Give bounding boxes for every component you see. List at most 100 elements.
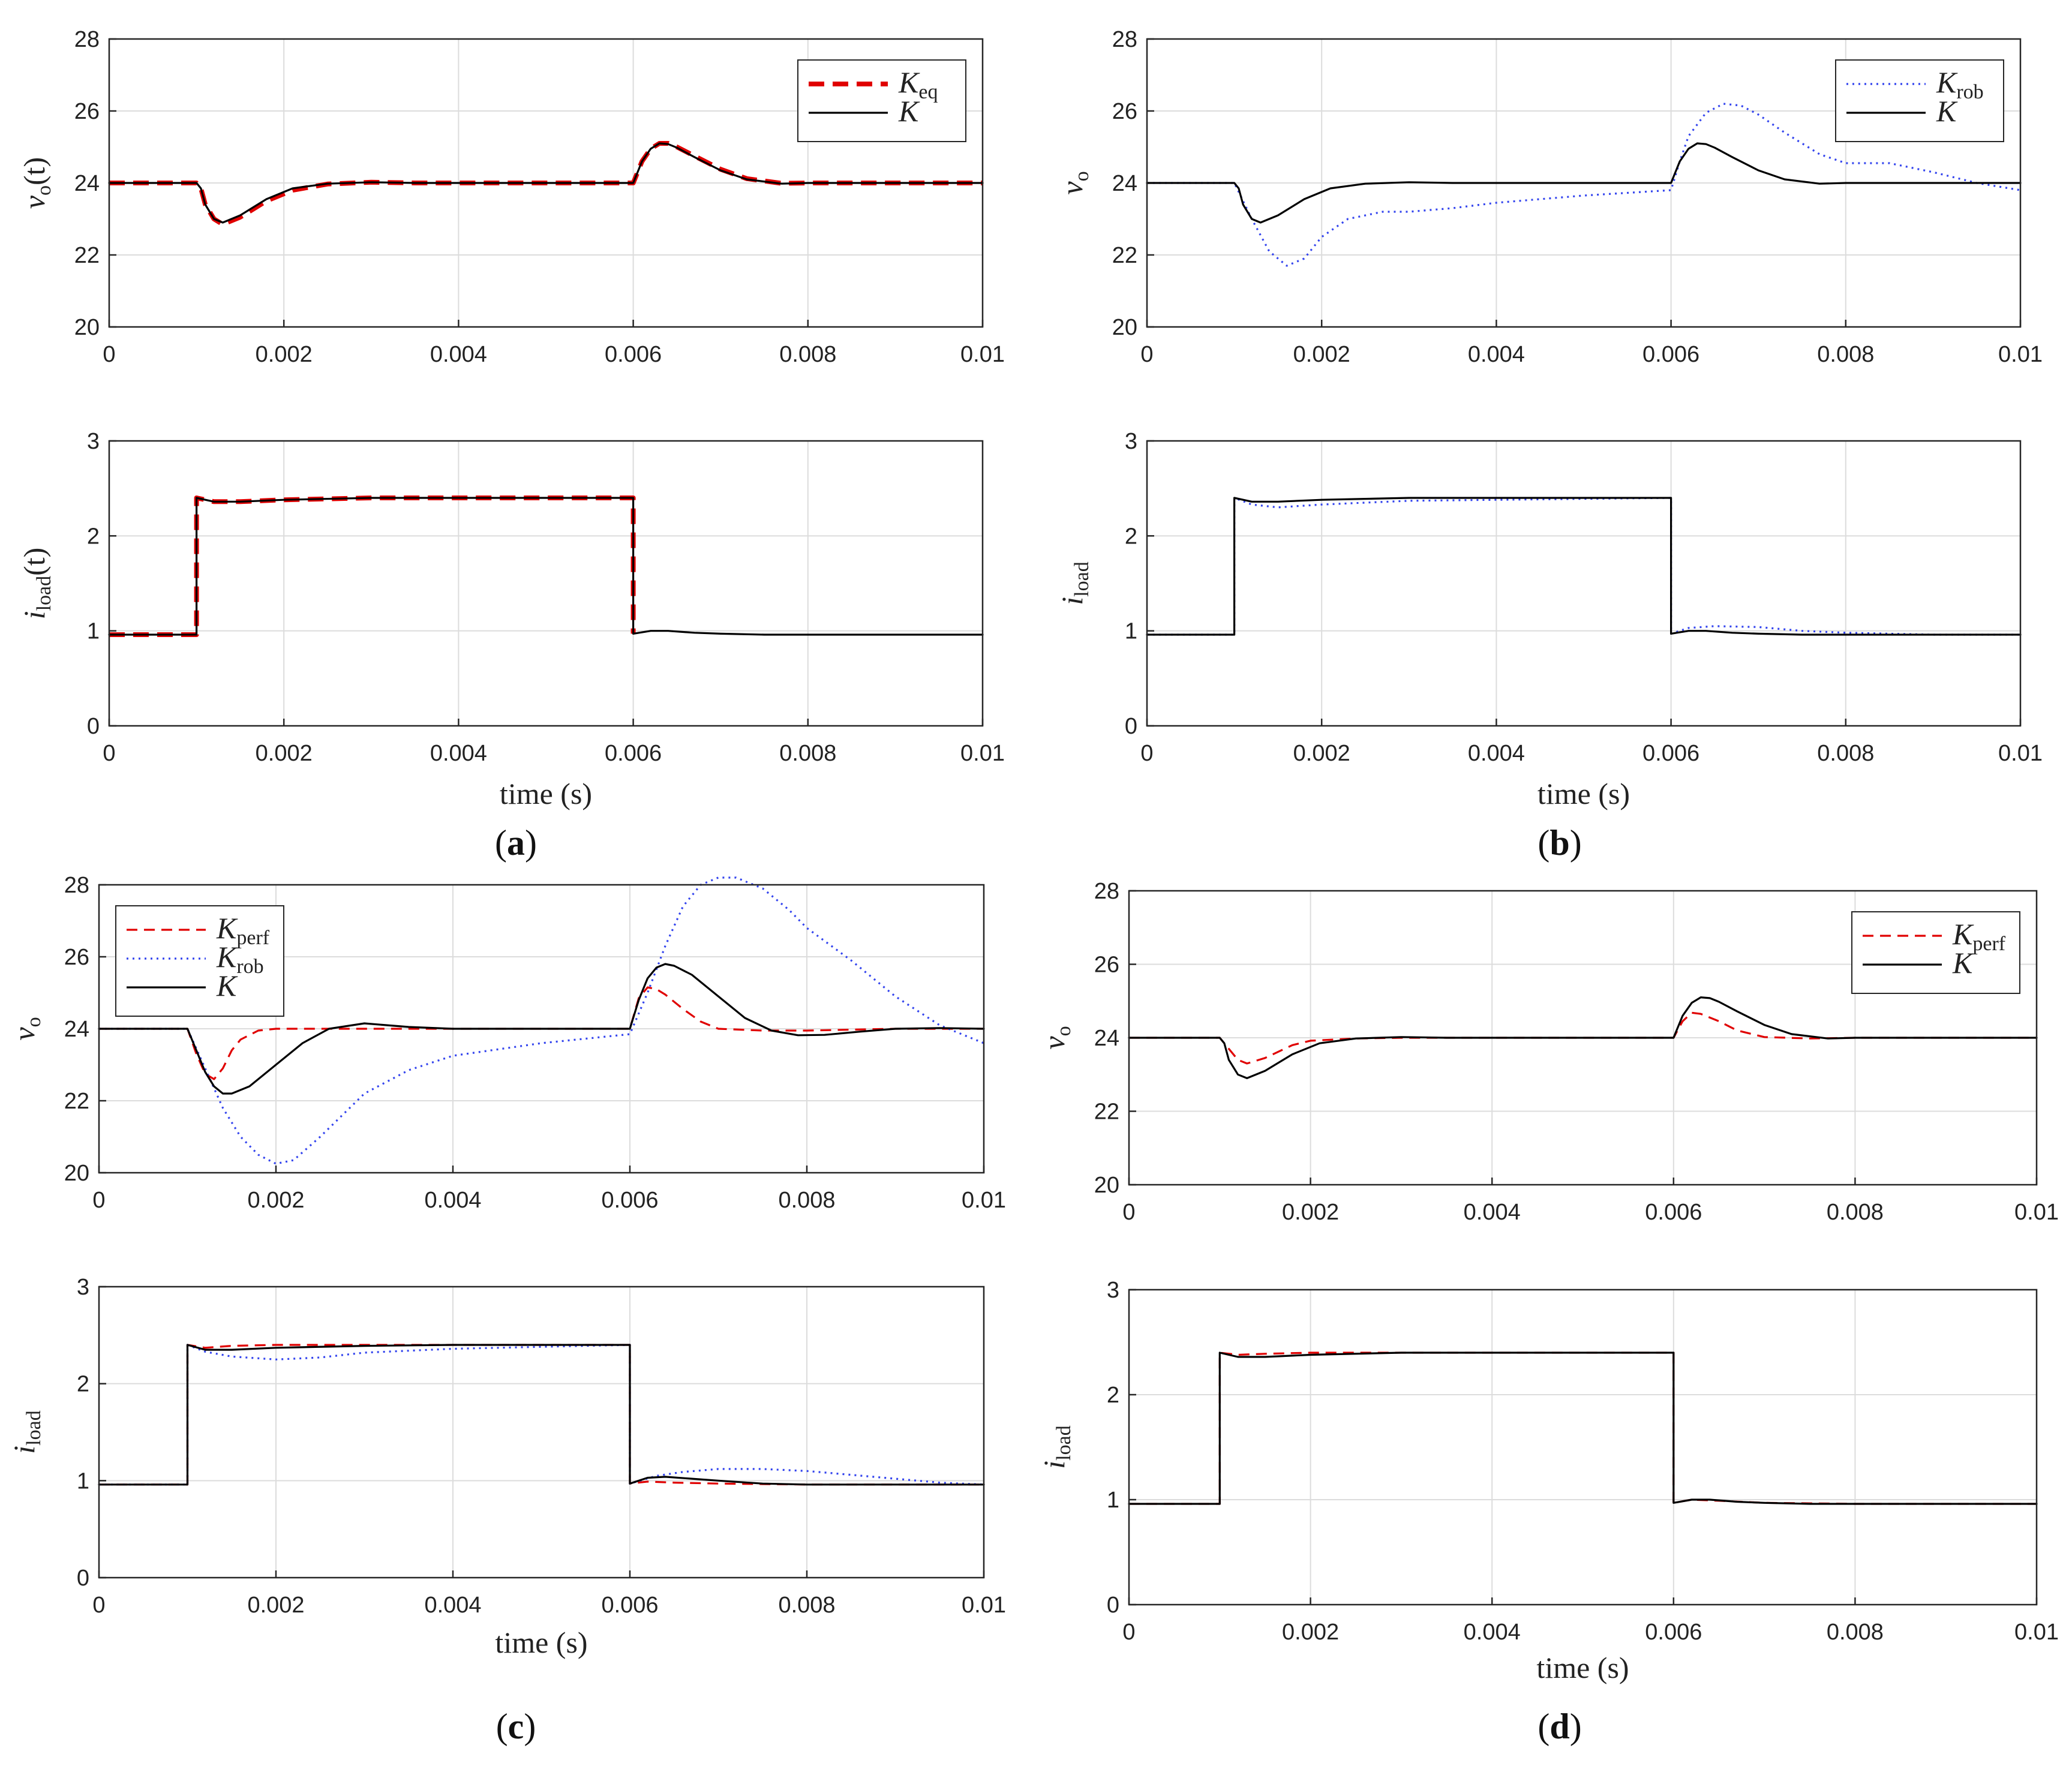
panel-label: (d) [1538, 1707, 1581, 1746]
x-tick-label: 0.002 [1282, 1200, 1339, 1225]
x-tick-label: 0.01 [2014, 1200, 2059, 1225]
panel-d: 0 0.002 0.004 0.006 0.008 0.012022242628voKpe… [1037, 879, 2059, 1746]
y-tick-label: 28 [64, 873, 89, 898]
y-axis-label: iload [1037, 1425, 1075, 1468]
series-line-k [1146, 497, 2022, 636]
legend-entry-label: Kperf [216, 911, 270, 949]
legend-entry-label: Keq [898, 65, 938, 103]
x-tick-label: 0.002 [247, 1593, 304, 1618]
x-tick-label: 0.01 [2014, 1620, 2059, 1645]
x-tick-label: 0.006 [1642, 342, 1699, 367]
series-line-k [1128, 1351, 2038, 1505]
x-tick-label: 0.01 [962, 1188, 1006, 1213]
panel-c-iload-plot: 0 0.002 0.004 0.006 0.008 0.01 0 1 2 3 iload [7, 1275, 1006, 1618]
y-tick-label: 0 [1125, 714, 1137, 739]
x-tick-label: 0.004 [1468, 342, 1525, 367]
x-tick-label: 0.006 [605, 342, 662, 367]
legend-entry-label: K [1936, 94, 1958, 128]
x-tick-label: 0 [92, 1188, 105, 1213]
y-tick-label: 3 [77, 1275, 89, 1300]
x-tick-label: 0.008 [1827, 1200, 1884, 1225]
y-tick-label: 1 [77, 1468, 89, 1494]
y-tick-label: 24 [64, 1017, 89, 1042]
panel-a: 0 0.002 0.004 0.006 0.008 0.012022242628vo(t)… [17, 27, 1005, 863]
y-tick-label: 26 [1094, 953, 1119, 978]
panel-a-vo-plot: 0 0.002 0.004 0.006 0.008 0.01 20 22 24 26 28 vo(t)… [17, 27, 1005, 367]
x-tick-label: 0.006 [1645, 1200, 1702, 1225]
x-tick-label: 0.008 [779, 342, 836, 367]
y-tick-label: 22 [1112, 243, 1137, 268]
x-tick-label: 0.002 [247, 1188, 304, 1213]
plot-frame [98, 1286, 985, 1579]
x-tick-label: 0.008 [1817, 342, 1874, 367]
x-tick-label: 0.004 [1468, 741, 1525, 766]
x-tick-label: 0.008 [1827, 1620, 1884, 1645]
plot-background [99, 1287, 984, 1578]
y-tick-label: 3 [1125, 429, 1137, 454]
x-tick-label: 0.008 [1817, 741, 1874, 766]
legend-entry-label: K [898, 94, 920, 128]
x-axis-label: time (s) [500, 777, 592, 810]
x-tick-label: 0.006 [601, 1593, 658, 1618]
y-tick-label: 22 [74, 243, 100, 268]
panel-b-iload-plot: 0 0.002 0.004 0.006 0.008 0.01 0 1 2 3 iload [1055, 429, 2043, 766]
panel-c: 0 0.002 0.004 0.006 0.008 0.012022242628voKpe… [7, 873, 1006, 1746]
y-tick-label: 3 [87, 429, 100, 454]
y-tick-label: 1 [1125, 619, 1137, 644]
plot-frame [1128, 890, 2038, 1186]
y-tick-label: 20 [64, 1161, 89, 1186]
legend-entry-label: K [1952, 946, 1974, 980]
x-axis-label: time (s) [1536, 1651, 1629, 1684]
panel-label: (a) [495, 823, 537, 863]
y-tick-label: 2 [1125, 524, 1137, 549]
y-tick-label: 24 [1094, 1026, 1119, 1051]
x-tick-label: 0.01 [960, 342, 1005, 367]
x-tick-label: 0.004 [424, 1593, 481, 1618]
x-tick-label: 0 [1140, 342, 1153, 367]
x-tick-label: 0.004 [424, 1188, 481, 1213]
x-tick-label: 0.002 [1293, 342, 1350, 367]
y-axis-label: vo(t) [17, 157, 55, 209]
x-tick-label: 0.006 [1645, 1620, 1702, 1645]
x-tick-label: 0.008 [778, 1593, 835, 1618]
plot-frame [1146, 38, 2022, 328]
x-tick-label: 0 [1122, 1620, 1135, 1645]
x-tick-label: 0 [103, 342, 115, 367]
y-tick-label: 20 [1094, 1173, 1119, 1198]
x-tick-label: 0.01 [962, 1593, 1006, 1618]
y-tick-label: 28 [74, 27, 100, 52]
series-line-k-perf [1129, 1011, 2037, 1065]
x-tick-label: 0.01 [1998, 741, 2043, 766]
x-tick-label: 0.004 [1464, 1200, 1521, 1225]
y-tick-label: 1 [1107, 1488, 1119, 1513]
plot-background [109, 441, 983, 726]
x-tick-label: 0.008 [779, 741, 836, 766]
legend-entry-label: Kperf [1952, 917, 2006, 955]
y-tick-label: 0 [87, 714, 100, 739]
y-tick-label: 2 [77, 1372, 89, 1397]
y-axis-label: iload [1055, 561, 1093, 605]
series-line-k [108, 497, 984, 636]
x-tick-label: 0.004 [1464, 1620, 1521, 1645]
legend-entry-label: Krob [216, 940, 264, 978]
x-tick-label: 0.006 [605, 741, 662, 766]
series-line-k-rob [1147, 103, 2021, 267]
plot-frame [108, 440, 984, 727]
legend-box [115, 905, 284, 1017]
x-tick-label: 0.01 [1998, 342, 2043, 367]
plot-frame [108, 38, 984, 328]
y-tick-label: 20 [74, 315, 100, 340]
y-axis-label: iload(t) [17, 548, 55, 620]
x-tick-label: 0.006 [1642, 741, 1699, 766]
x-tick-label: 0 [92, 1593, 105, 1618]
series-line-k [98, 963, 985, 1095]
y-tick-label: 2 [1107, 1383, 1119, 1408]
y-axis-label: vo [1037, 1026, 1075, 1049]
y-tick-label: 26 [74, 99, 100, 124]
legend-entry-label: K [216, 969, 238, 1002]
